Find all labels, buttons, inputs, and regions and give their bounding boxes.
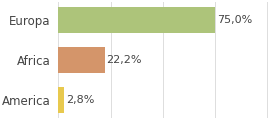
Bar: [59, 87, 64, 113]
Text: 22,2%: 22,2%: [107, 55, 142, 65]
Text: 75,0%: 75,0%: [217, 15, 252, 25]
Text: 2,8%: 2,8%: [66, 95, 94, 105]
Bar: [59, 47, 105, 73]
Bar: [59, 7, 215, 33]
